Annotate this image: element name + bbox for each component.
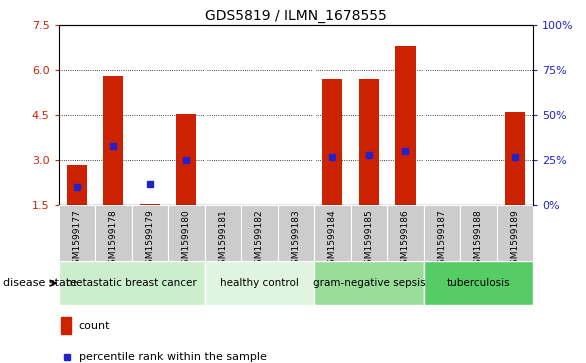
Bar bbox=[278, 205, 314, 261]
Text: count: count bbox=[79, 321, 110, 331]
Bar bbox=[67, 165, 87, 205]
Text: healthy control: healthy control bbox=[220, 278, 299, 288]
Bar bbox=[205, 261, 314, 305]
Bar bbox=[314, 205, 350, 261]
Text: GSM1599183: GSM1599183 bbox=[291, 209, 301, 270]
Title: GDS5819 / ILMN_1678555: GDS5819 / ILMN_1678555 bbox=[205, 9, 387, 23]
Text: GSM1599182: GSM1599182 bbox=[255, 209, 264, 270]
Text: tuberculosis: tuberculosis bbox=[447, 278, 510, 288]
Text: GSM1599184: GSM1599184 bbox=[328, 209, 337, 270]
Text: GSM1599178: GSM1599178 bbox=[109, 209, 118, 270]
Bar bbox=[132, 205, 168, 261]
Text: metastatic breast cancer: metastatic breast cancer bbox=[66, 278, 197, 288]
Text: disease state: disease state bbox=[3, 278, 77, 288]
Bar bbox=[424, 261, 533, 305]
Text: GSM1599185: GSM1599185 bbox=[364, 209, 373, 270]
Bar bbox=[241, 205, 278, 261]
Bar bbox=[505, 112, 525, 205]
Bar bbox=[396, 46, 415, 205]
Bar bbox=[95, 205, 132, 261]
Bar bbox=[62, 317, 71, 334]
Bar bbox=[140, 204, 160, 205]
Bar bbox=[176, 114, 196, 205]
Text: GSM1599189: GSM1599189 bbox=[510, 209, 520, 270]
Bar bbox=[205, 205, 241, 261]
Text: percentile rank within the sample: percentile rank within the sample bbox=[79, 352, 267, 362]
Bar bbox=[424, 205, 460, 261]
Text: gram-negative sepsis: gram-negative sepsis bbox=[313, 278, 425, 288]
Text: GSM1599180: GSM1599180 bbox=[182, 209, 191, 270]
Text: GSM1599181: GSM1599181 bbox=[219, 209, 227, 270]
Bar bbox=[103, 76, 124, 205]
Text: GSM1599186: GSM1599186 bbox=[401, 209, 410, 270]
Bar bbox=[359, 79, 379, 205]
Bar bbox=[59, 205, 95, 261]
Bar bbox=[350, 205, 387, 261]
Text: GSM1599187: GSM1599187 bbox=[438, 209, 447, 270]
Text: GSM1599179: GSM1599179 bbox=[145, 209, 154, 270]
Text: GSM1599188: GSM1599188 bbox=[474, 209, 483, 270]
Text: GSM1599177: GSM1599177 bbox=[72, 209, 81, 270]
Bar bbox=[168, 205, 205, 261]
Bar bbox=[497, 205, 533, 261]
Bar bbox=[387, 205, 424, 261]
Bar bbox=[322, 79, 342, 205]
Bar bbox=[59, 261, 205, 305]
Bar bbox=[314, 261, 424, 305]
Bar bbox=[460, 205, 497, 261]
